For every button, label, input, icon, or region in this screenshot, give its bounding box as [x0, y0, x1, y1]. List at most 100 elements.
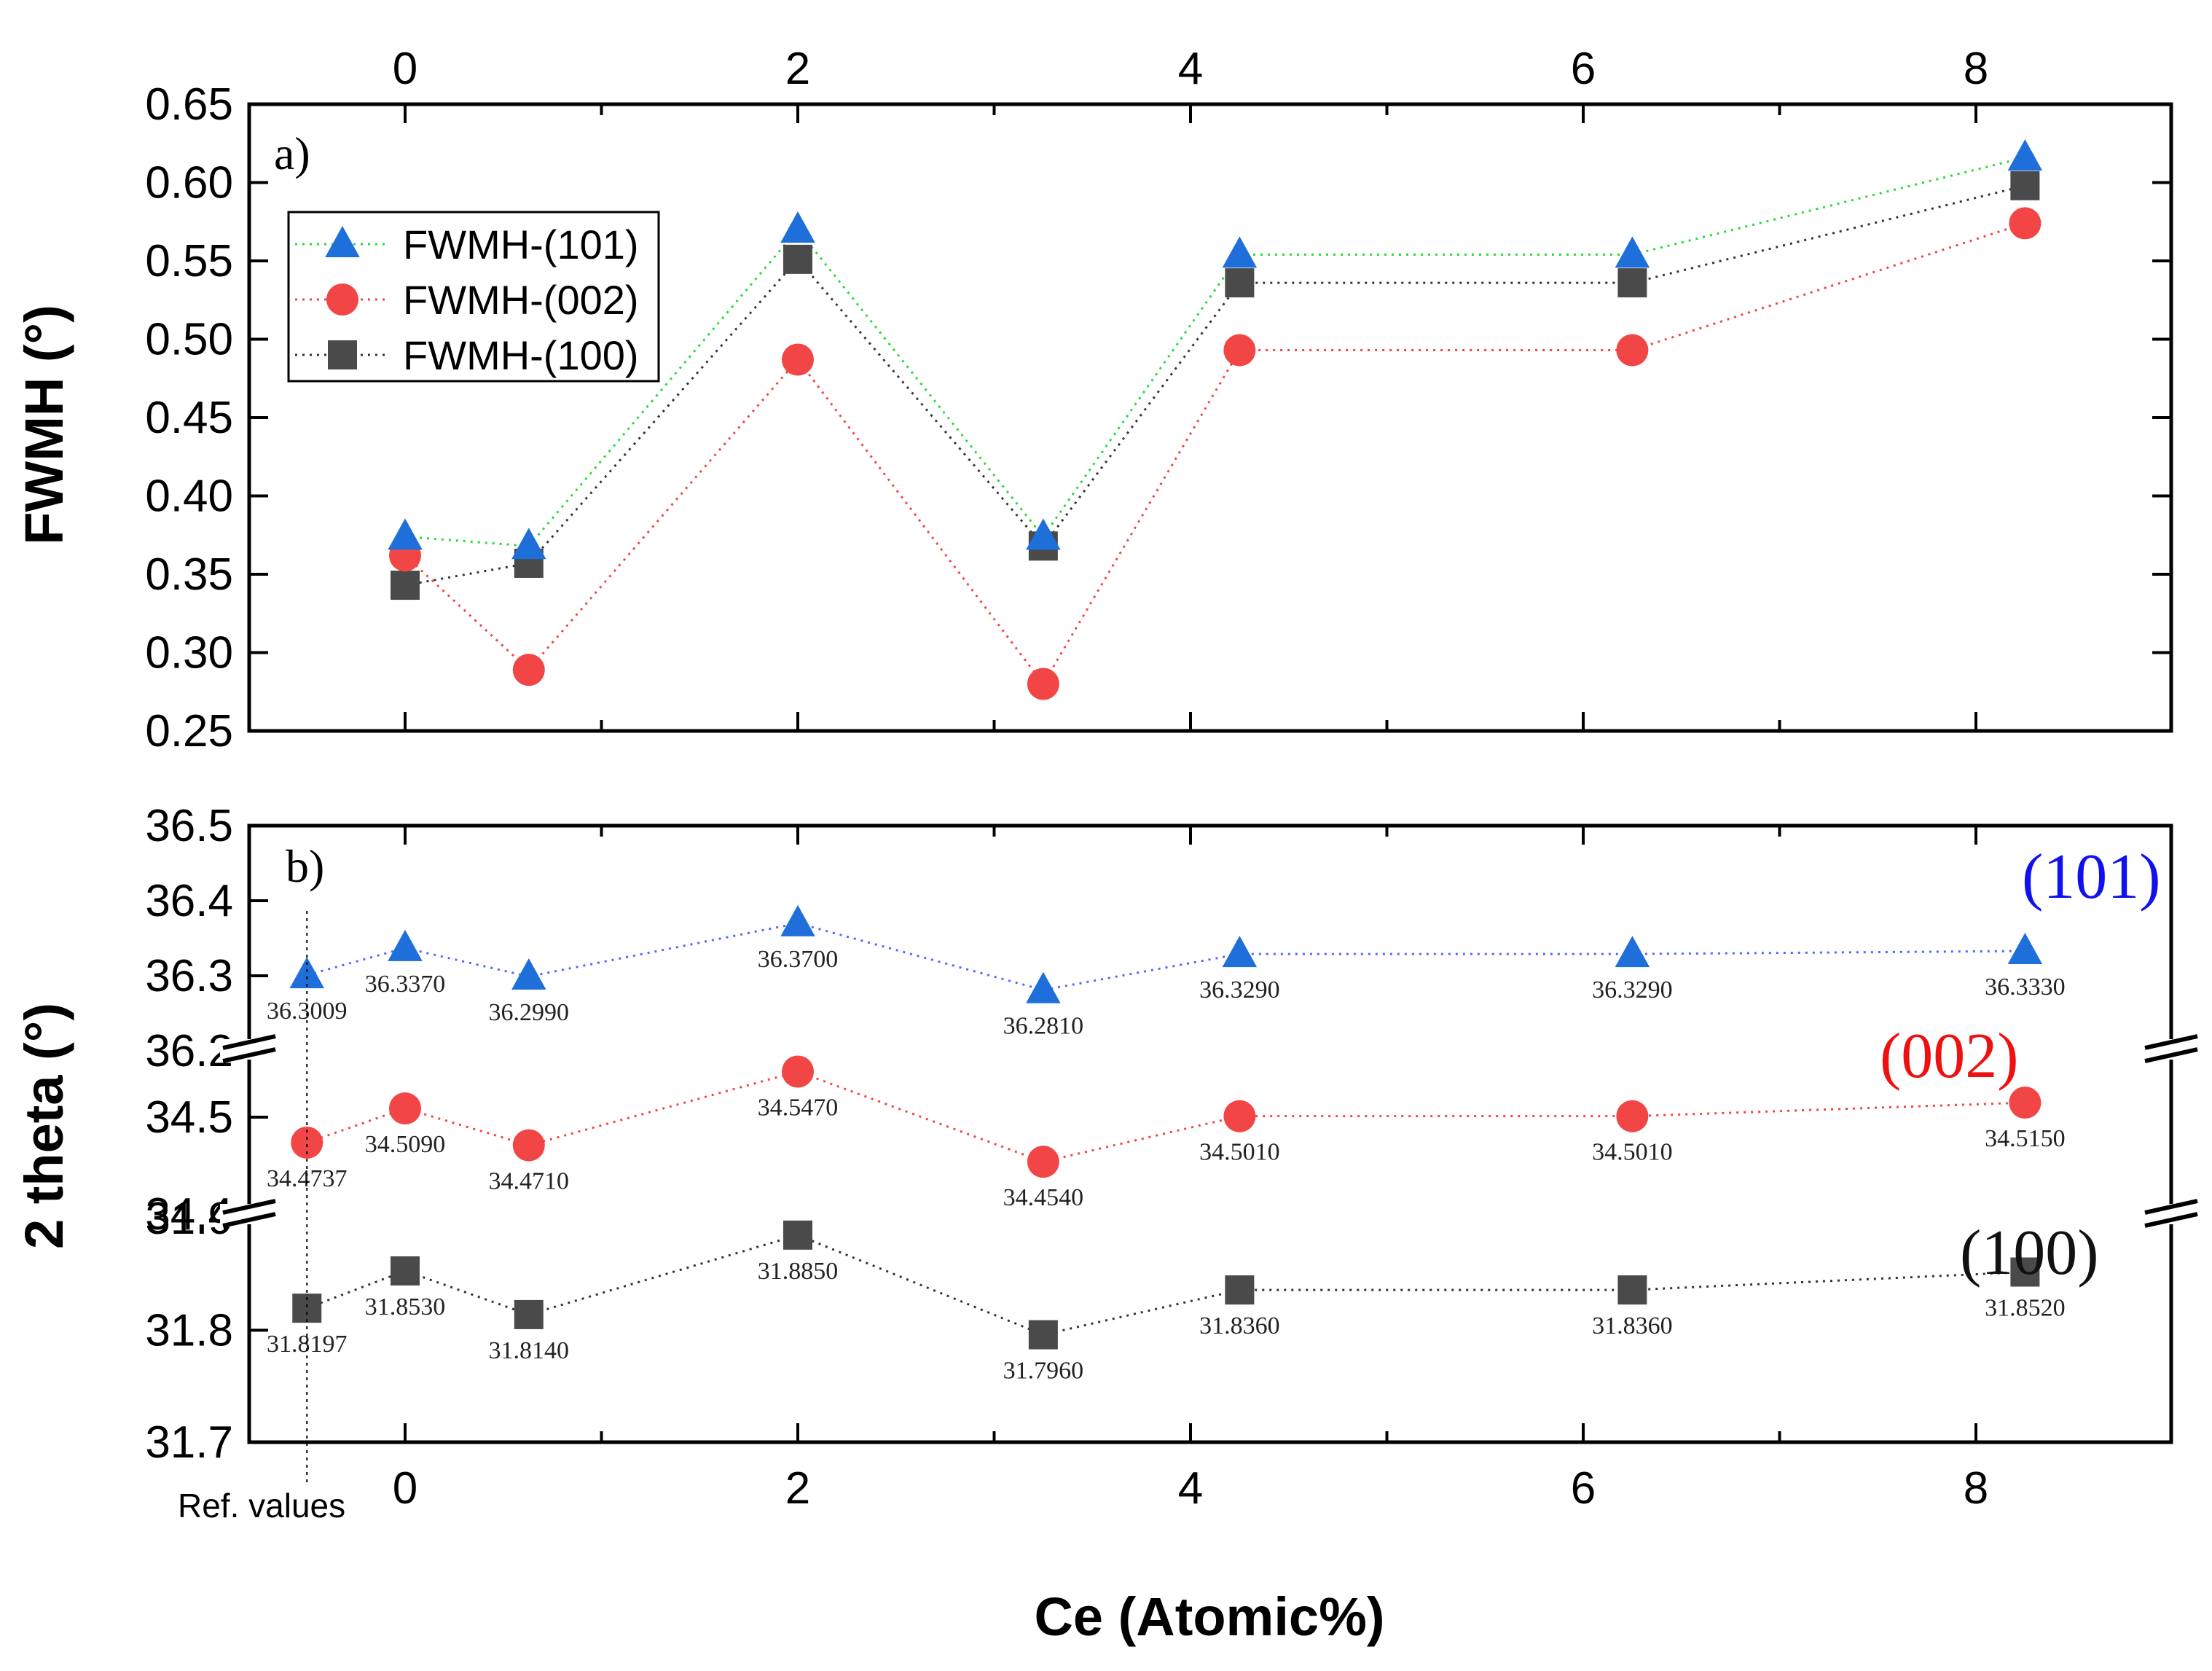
panel-b-point-circle — [1223, 1100, 1256, 1132]
panel-b-x-tick-label: 2 — [785, 1463, 810, 1514]
panel-b-series-label: (100) — [1960, 1218, 2099, 1288]
panel-b-point-square — [514, 1299, 544, 1329]
panel-a-x-tick-label-top: 2 — [785, 44, 810, 94]
panel-b-point-triangle — [2007, 933, 2043, 965]
axis-break-mark — [2144, 1212, 2198, 1228]
panel-b-data-label: 34.4710 — [489, 1168, 570, 1195]
panel-a-point-circle — [2009, 207, 2042, 240]
panel-a-point-circle — [1616, 334, 1649, 367]
panel-a-point-square — [391, 571, 420, 600]
panel-a-x-tick-label-top: 8 — [1964, 44, 1988, 94]
panel-b-data-label: 34.4737 — [267, 1165, 348, 1192]
panel-b-y-tick-label: 34.5 — [145, 1092, 233, 1143]
panel-b-y-axis-title: 2 theta (°) — [14, 1003, 74, 1249]
panel-a-point-triangle — [780, 211, 815, 243]
panel-b-point-triangle — [1026, 971, 1061, 1003]
legend-marker-circle — [326, 283, 358, 316]
panel-b-data-label: 36.3009 — [267, 998, 348, 1025]
panel-a-y-tick-label: 0.45 — [145, 393, 233, 443]
panel-b-y-tick-label: 36.3 — [145, 951, 233, 1001]
panel-b-data-label: 34.5470 — [758, 1094, 839, 1121]
panel-b-point-square — [1225, 1275, 1255, 1305]
panel-b-point-circle — [2009, 1087, 2042, 1119]
x-axis-title: Ce (Atomic%) — [1034, 1586, 1384, 1647]
panel-b-point-triangle — [780, 904, 815, 936]
panel-b-data-label: 36.3370 — [365, 971, 446, 998]
panel-a-x-tick-label-top: 6 — [1571, 44, 1596, 94]
ref-values-label: Ref. values — [178, 1487, 345, 1525]
legend-marker-square — [328, 340, 357, 369]
panel-b-data-label: 34.5090 — [365, 1131, 446, 1158]
panel-b-data-label: 34.5010 — [1199, 1139, 1280, 1166]
panel-b-series-line-0 — [306, 922, 2025, 992]
panel-b-series-label: (101) — [2022, 842, 2161, 912]
panel-b-point-triangle — [289, 957, 324, 989]
panel-b-data-label: 34.4540 — [1003, 1184, 1084, 1211]
legend-label: FWMH-(002) — [403, 277, 639, 323]
panel-b-point-square — [1617, 1275, 1647, 1305]
panel-a-label: a) — [274, 128, 310, 179]
legend-marker-triangle — [325, 226, 360, 257]
panel-b-y-tick-label: 36.2 — [145, 1026, 233, 1076]
panel-a-point-square — [1617, 268, 1647, 298]
panel-b-point-triangle — [1615, 936, 1650, 968]
axis-break-mark — [2144, 1199, 2198, 1215]
axis-break-mark — [222, 1212, 276, 1228]
panel-b-point-circle — [782, 1055, 814, 1088]
panel-a-point-circle — [1027, 668, 1059, 700]
panel-a-point-triangle — [2007, 139, 2043, 171]
panel-a-point-triangle — [511, 528, 546, 560]
panel-b-x-tick-label: 8 — [1964, 1463, 1988, 1514]
panel-a-y-tick-label: 0.40 — [145, 471, 233, 522]
panel-a-point-triangle — [1026, 518, 1061, 550]
panel-a-point-triangle — [388, 518, 423, 550]
panel-b-y-tick-label: 31.8 — [145, 1305, 233, 1355]
panel-b-frame — [247, 823, 2173, 1444]
panel-a-point-circle — [782, 343, 814, 376]
panel-b-data-label: 31.8520 — [1985, 1295, 2066, 1322]
panel-a-y-tick-label: 0.25 — [145, 706, 233, 756]
panel-b-y-tick-label: 34.4 — [145, 1189, 233, 1240]
panel-b-y-tick-label: 31.7 — [145, 1417, 233, 1468]
panel-a-point-square — [1225, 268, 1255, 298]
panel-a-point-square — [2010, 171, 2040, 200]
panel-a-y-tick-label: 0.60 — [145, 158, 233, 208]
panel-b-data-label: 34.5150 — [1985, 1125, 2066, 1152]
panel-b-x-tick-label: 6 — [1571, 1463, 1596, 1514]
panel-b-data-label: 36.3290 — [1199, 977, 1280, 1003]
panel-b-point-square — [783, 1220, 812, 1250]
axis-break-mark — [222, 1199, 276, 1215]
legend-label: FWMH-(100) — [403, 332, 639, 378]
panel-b-x-tick-label: 4 — [1178, 1463, 1203, 1514]
panel-b-y-tick-label: 31.9 — [145, 1194, 233, 1244]
panel-b-point-triangle — [1222, 936, 1258, 968]
panel-b-y-tick-label: 36.4 — [145, 876, 233, 926]
panel-b-point-square — [391, 1256, 420, 1285]
panel-b-data-label: 31.8360 — [1199, 1312, 1280, 1339]
panel-a: 0.25 0.30 0.35 0.40 0.45 0.50 0.55 0.60 0.65 0 2 4 6… — [145, 44, 2173, 756]
panel-a-y-axis-title: FWMH (°) — [14, 305, 74, 545]
panel-b-data-label: 31.7960 — [1003, 1358, 1084, 1385]
panel-b-series-line-2 — [306, 1234, 2025, 1337]
panel-b-point-triangle — [511, 958, 546, 990]
panel-b-data-label: 31.8360 — [1592, 1312, 1673, 1339]
axis-break-mark — [222, 1047, 276, 1063]
panel-b-data-label: 36.3700 — [758, 946, 839, 973]
panel-b-point-square — [2010, 1257, 2040, 1287]
panel-a-point-circle — [512, 654, 545, 686]
panel-a-point-circle — [1223, 334, 1256, 367]
axis-break-mark — [222, 1034, 276, 1050]
panel-b-y-tick-label: 36.5 — [145, 801, 233, 851]
panel-a-y-tick-label: 0.50 — [145, 315, 233, 365]
panel-b-point-triangle — [388, 929, 423, 961]
panel-b-point-circle — [291, 1126, 323, 1159]
panel-b-point-circle — [389, 1092, 421, 1125]
panel-a-y-tick-label: 0.35 — [145, 549, 233, 600]
panel-a-point-triangle — [1222, 236, 1258, 268]
panel-b-point-circle — [1616, 1100, 1649, 1132]
axis-break-mark — [2144, 1034, 2198, 1050]
panel-b-data-label: 36.3330 — [1985, 974, 2066, 1001]
panel-b-data-label: 36.3290 — [1592, 977, 1673, 1003]
